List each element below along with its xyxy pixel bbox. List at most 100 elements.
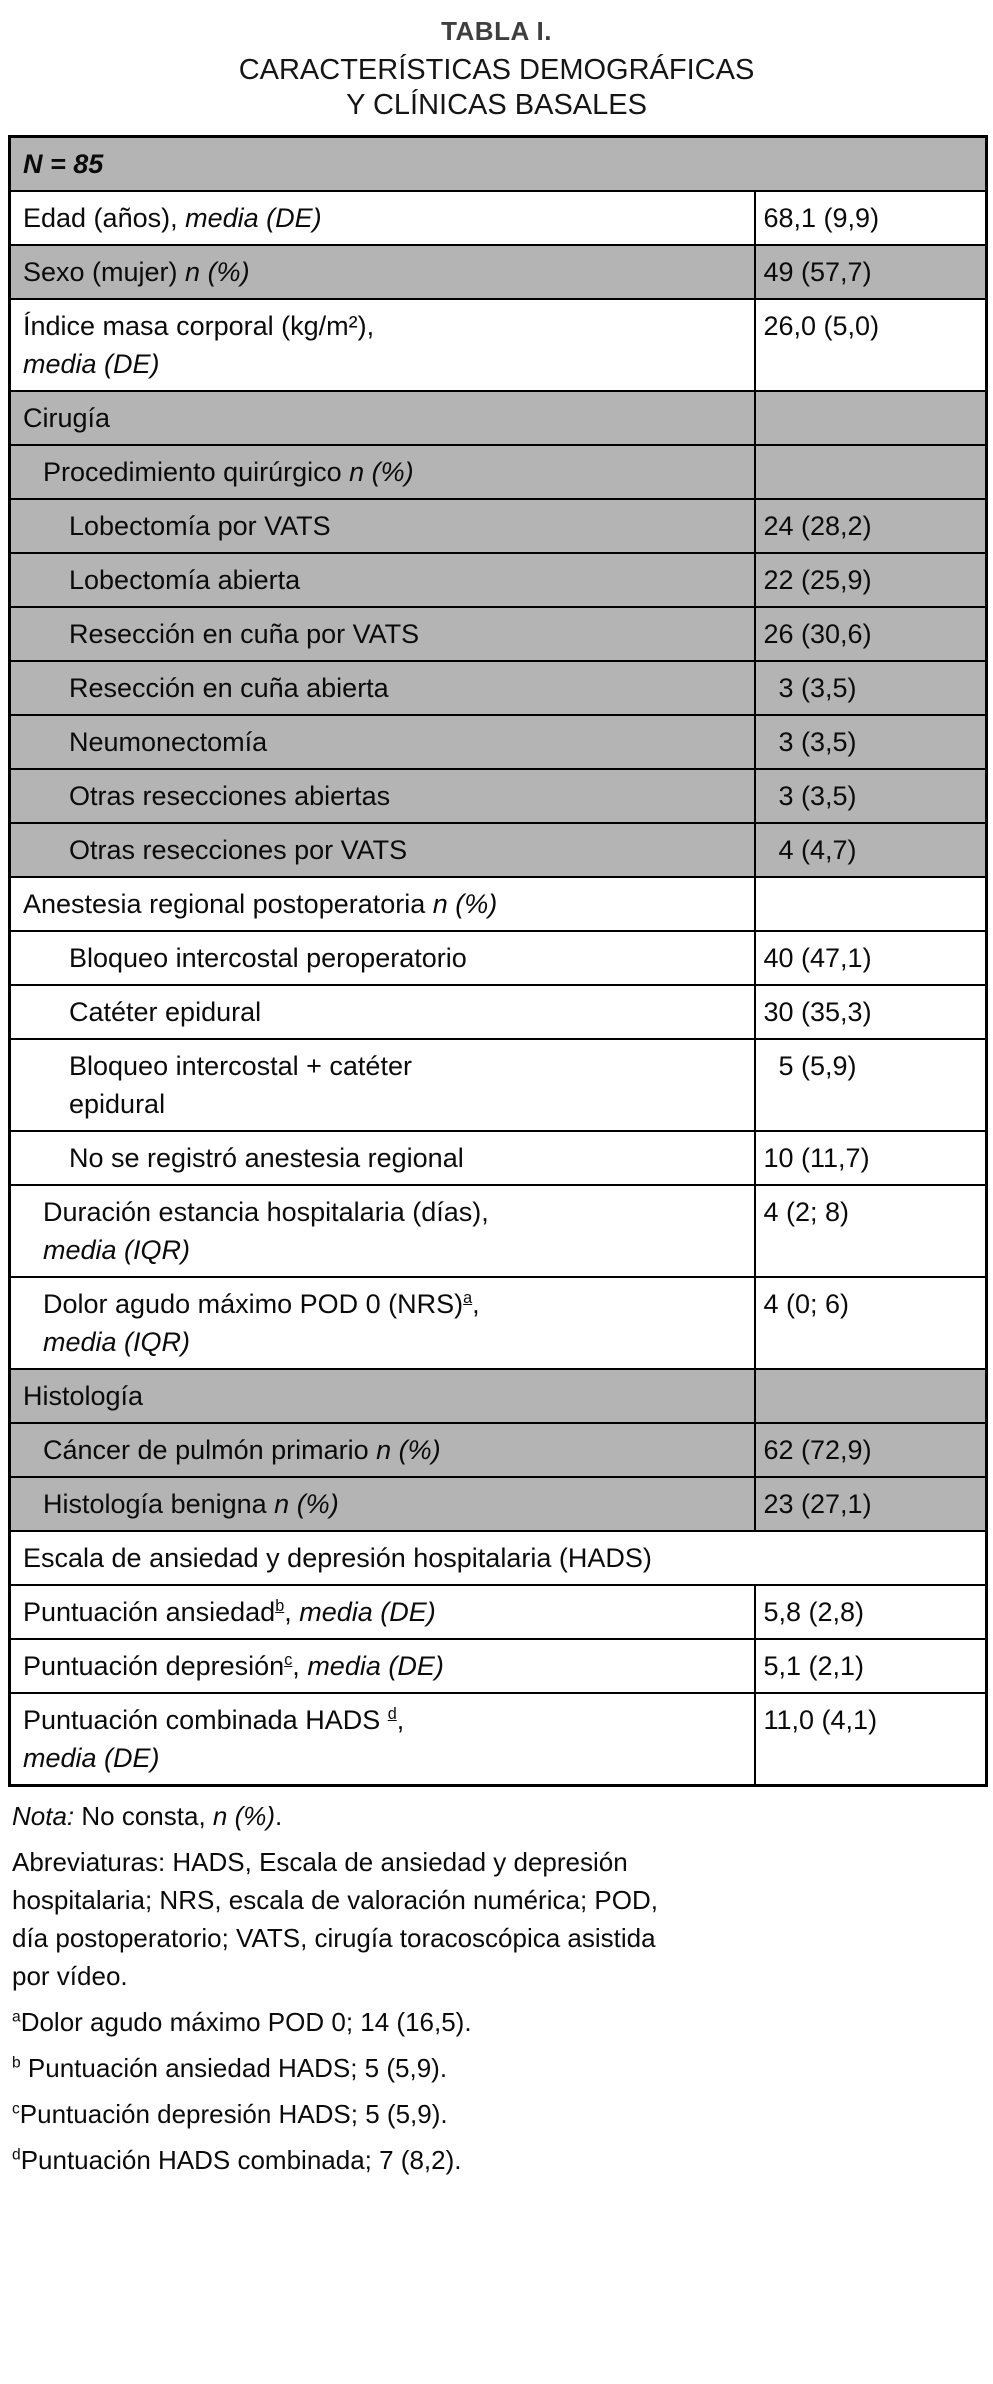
row-label: Otras resecciones por VATS xyxy=(8,822,756,878)
text-segment: n (%) xyxy=(185,257,250,287)
text-segment: Histología xyxy=(23,1381,144,1411)
text-segment: Bloqueo intercostal + catéter xyxy=(69,1051,412,1081)
text-segment: Bloqueo intercostal peroperatorio xyxy=(69,943,467,973)
row-value xyxy=(753,876,988,932)
text-segment: Procedimiento quirúrgico xyxy=(43,457,350,487)
table-head: N = 85 xyxy=(8,135,988,192)
table-row: Lobectomía por VATS 24 (28,2) xyxy=(8,498,988,554)
table-row: Bloqueo intercostal peroperatorio 40 (47,… xyxy=(8,930,988,986)
text-segment: Puntuación combinada HADS xyxy=(23,1705,388,1735)
text-segment: No se registró anestesia regional xyxy=(69,1143,464,1173)
text-segment: Histología benigna xyxy=(43,1489,275,1519)
text-segment: media (IQR) xyxy=(43,1235,191,1265)
table-row: Histología xyxy=(8,1368,988,1424)
footnote-marker[interactable]: b xyxy=(275,1597,285,1615)
footnote: b Puntuación ansiedad HADS; 5 (5,9). xyxy=(12,2049,985,2087)
footnote-marker[interactable]: d xyxy=(387,1705,397,1723)
text-segment: media (DE) xyxy=(299,1597,436,1627)
text-segment: Escala de ansiedad y depresión hospitala… xyxy=(23,1543,652,1573)
row-label: Resección en cuña por VATS xyxy=(8,606,756,662)
row-value: 5,8 (2,8) xyxy=(753,1584,988,1640)
footnote: aDolor agudo máximo POD 0; 14 (16,5). xyxy=(12,2003,985,2041)
text-segment: Cirugía xyxy=(23,403,111,433)
row-label: Histología benigna n (%) xyxy=(8,1476,756,1532)
table-row: Lobectomía abierta 22 (25,9) xyxy=(8,552,988,608)
text-segment: Resección en cuña abierta xyxy=(69,673,389,703)
table-row: Otras resecciones por VATS 4 (4,7) xyxy=(8,822,988,878)
text-segment: Nota: xyxy=(12,1801,75,1831)
text-segment: Lobectomía por VATS xyxy=(69,511,331,541)
text-segment: Otras resecciones por VATS xyxy=(69,835,408,865)
row-label: Bloqueo intercostal peroperatorio xyxy=(8,930,756,986)
row-label: Bloqueo intercostal + catéter epidural xyxy=(8,1038,756,1132)
row-label: Cirugía xyxy=(8,390,756,446)
footnote: dPuntuación HADS combinada; 7 (8,2). xyxy=(12,2141,985,2179)
row-label: Cáncer de pulmón primario n (%) xyxy=(8,1422,756,1478)
row-value: 26 (30,6) xyxy=(753,606,988,662)
text-segment: media (DE) xyxy=(185,203,322,233)
row-value: 62 (72,9) xyxy=(753,1422,988,1478)
text-segment: Anestesia regional postoperatoria xyxy=(23,889,433,919)
row-label: No se registró anestesia regional xyxy=(8,1130,756,1186)
text-segment: , xyxy=(284,1597,300,1627)
text-segment: Puntuación HADS combinada; 7 (8,2). xyxy=(20,2145,462,2175)
row-value: 5 (5,9) xyxy=(753,1038,988,1132)
row-value: 3 (3,5) xyxy=(753,660,988,716)
text-segment: Abreviaturas: HADS, Escala de ansiedad y… xyxy=(12,1847,628,1877)
row-value: 3 (3,5) xyxy=(753,714,988,770)
text-segment: Puntuación ansiedad HADS; 5 (5,9). xyxy=(20,2053,448,2083)
footnote: cPuntuación depresión HADS; 5 (5,9). xyxy=(12,2095,985,2133)
table-row: No se registró anestesia regional 10 (11,… xyxy=(8,1130,988,1186)
text-segment: Lobectomía abierta xyxy=(69,565,301,595)
row-value: 22 (25,9) xyxy=(753,552,988,608)
row-value: 30 (35,3) xyxy=(753,984,988,1040)
text-segment: n (%) xyxy=(212,1801,276,1831)
table-row: Cáncer de pulmón primario n (%) 62 (72,9) xyxy=(8,1422,988,1478)
text-segment: Catéter epidural xyxy=(69,997,262,1027)
row-value: 4 (4,7) xyxy=(753,822,988,878)
table-row: Histología benigna n (%) 23 (27,1) xyxy=(8,1476,988,1532)
text-segment: Dolor agudo máximo POD 0 (NRS) xyxy=(43,1289,464,1319)
text-segment: Índice masa corporal (kg/m²), xyxy=(23,311,375,341)
table-number: TABLA I. xyxy=(441,16,552,46)
text-segment: epidural xyxy=(69,1089,166,1119)
text-segment: por vídeo. xyxy=(12,1961,128,1991)
text-segment: Dolor agudo máximo POD 0; 14 (16,5). xyxy=(20,2007,472,2037)
table-row: Procedimiento quirúrgico n (%) xyxy=(8,444,988,500)
row-label: Histología xyxy=(8,1368,756,1424)
table-row: Catéter epidural 30 (35,3) xyxy=(8,984,988,1040)
text-segment: n (%) xyxy=(274,1489,339,1519)
table-row: Puntuación depresiónc, media (DE) 5,1 (2,… xyxy=(8,1638,988,1694)
text-segment: hospitalaria; NRS, escala de valoración … xyxy=(12,1885,658,1915)
row-value: 4 (2; 8) xyxy=(753,1184,988,1278)
row-label: Anestesia regional postoperatoria n (%) xyxy=(8,876,756,932)
footnote-marker: d xyxy=(12,2146,21,2164)
text-segment: Resección en cuña por VATS xyxy=(69,619,420,649)
footnotes: Nota: No consta, n (%). Abreviaturas: HAD… xyxy=(8,1797,985,2179)
row-value xyxy=(753,444,988,500)
footnote-marker: c xyxy=(12,2100,20,2118)
sample-size-row: N = 85 xyxy=(8,135,988,192)
table-row: Sexo (mujer) n (%) 49 (57,7) xyxy=(8,244,988,300)
text-segment: Puntuación ansiedad xyxy=(23,1597,276,1627)
footnote-marker[interactable]: a xyxy=(463,1289,473,1307)
footnote-marker[interactable]: c xyxy=(284,1651,293,1669)
text-segment: Otras resecciones abiertas xyxy=(69,781,391,811)
text-segment: media (DE) xyxy=(307,1651,444,1681)
text-segment: . xyxy=(275,1801,283,1831)
row-label: Índice masa corporal (kg/m²), media (DE) xyxy=(8,298,756,392)
row-label: Dolor agudo máximo POD 0 (NRS)a, media (I… xyxy=(8,1276,756,1370)
table-subtitle-line-1: CARACTERÍSTICAS DEMOGRÁFICAS xyxy=(238,54,755,86)
row-value xyxy=(753,1368,988,1424)
table-row: Índice masa corporal (kg/m²), media (DE) 2… xyxy=(8,298,988,392)
text-segment: Puntuación depresión HADS; 5 (5,9). xyxy=(19,2099,448,2129)
footnote-marker: a xyxy=(12,2008,21,2026)
table-row: Resección en cuña por VATS 26 (30,6) xyxy=(8,606,988,662)
row-label: Puntuación depresiónc, media (DE) xyxy=(8,1638,756,1694)
text-segment: día postoperatorio; VATS, cirugía toraco… xyxy=(12,1923,656,1953)
row-value: 68,1 (9,9) xyxy=(753,190,988,246)
row-label: Lobectomía por VATS xyxy=(8,498,756,554)
row-value: 23 (27,1) xyxy=(753,1476,988,1532)
table-row: Bloqueo intercostal + catéter epidural 5 … xyxy=(8,1038,988,1132)
table-row: Anestesia regional postoperatoria n (%) xyxy=(8,876,988,932)
